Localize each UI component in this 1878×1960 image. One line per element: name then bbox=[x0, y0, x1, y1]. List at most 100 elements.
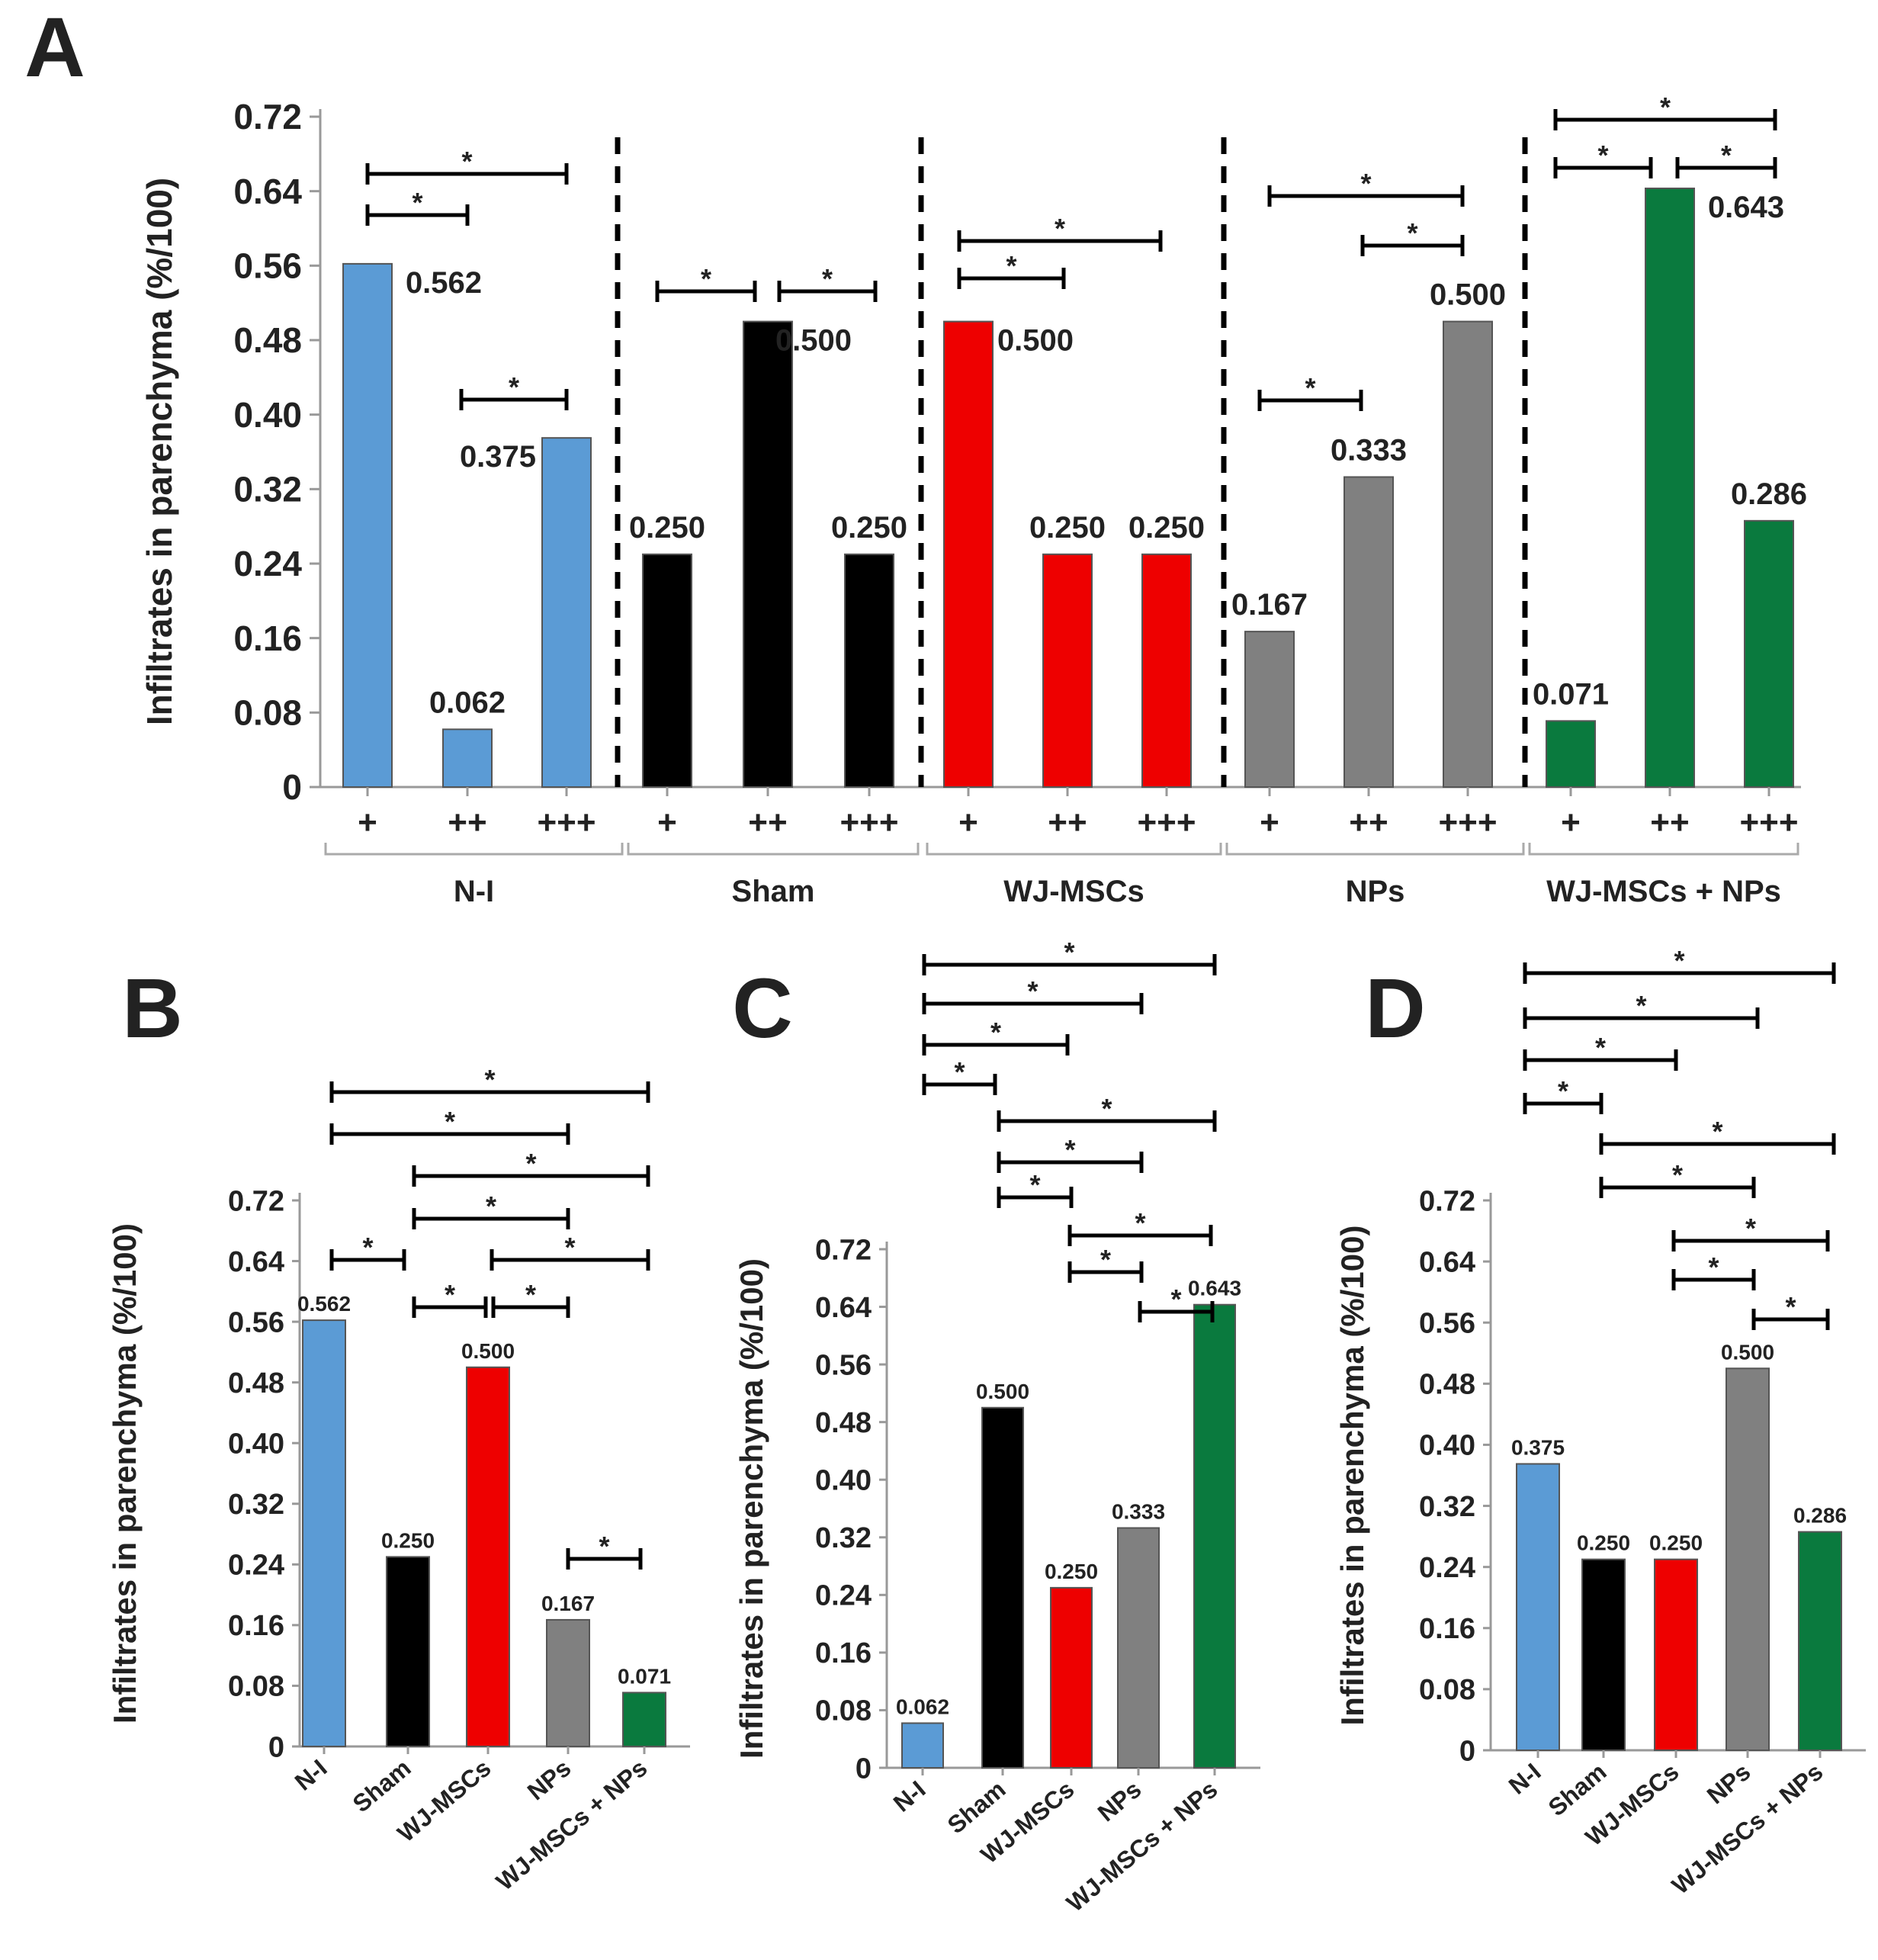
panel-b-bar bbox=[622, 1692, 666, 1748]
panel-b-data-label: 0.167 bbox=[541, 1592, 595, 1615]
panel-d-significance-bar-star: * bbox=[1595, 1032, 1606, 1063]
panel-c-y-tick-label: 0.72 bbox=[815, 1234, 872, 1266]
panel-c-bar bbox=[1117, 1527, 1160, 1769]
panel-b-y-tick-label: 0.72 bbox=[228, 1185, 284, 1217]
panel-a-data-label: 0.333 bbox=[1331, 433, 1407, 467]
panel-d-y-tick-label: 0.72 bbox=[1419, 1185, 1475, 1217]
panel-a-significance-bar-star: * bbox=[509, 371, 519, 403]
panel-a-y-tick-label: 0.72 bbox=[233, 97, 302, 137]
panel-d-y-tick-label: 0.64 bbox=[1419, 1246, 1475, 1278]
panel-a-letter: A bbox=[24, 1, 85, 95]
panel-b-data-label: 0.250 bbox=[381, 1528, 435, 1552]
panel-b-y-label: Infiltrates in parenchyma (%/100) bbox=[107, 1223, 143, 1724]
panel-b-y-tick-label: 0.64 bbox=[228, 1246, 284, 1278]
panel-c-significance-bar-star: * bbox=[1027, 975, 1038, 1007]
panel-c-category-label: NPs bbox=[1093, 1775, 1147, 1827]
panel-a-category-label: + bbox=[1561, 804, 1581, 841]
panel-a-data-label: 0.375 bbox=[460, 440, 536, 474]
panel-a-y-tick-label: 0.48 bbox=[233, 320, 302, 360]
panel-b-significance-bar-star: * bbox=[484, 1064, 495, 1095]
panel-b-significance-bar-star: * bbox=[445, 1279, 455, 1310]
panel-c-category-label: N-I bbox=[888, 1775, 931, 1817]
panel-b-y-tick-label: 0.16 bbox=[228, 1610, 284, 1642]
panel-a-bar bbox=[541, 437, 592, 788]
panel-a-significance-bar-star: * bbox=[1407, 217, 1417, 249]
panel-c-y-tick-label: 0.16 bbox=[815, 1637, 872, 1669]
panel-c-significance-bar-star: * bbox=[1135, 1207, 1145, 1239]
panel-c-y-tick-label: 0.48 bbox=[815, 1407, 872, 1439]
panel-a-y-tick-label: 0.40 bbox=[233, 395, 302, 435]
panel-c-y-tick-label: 0.08 bbox=[815, 1695, 872, 1727]
panel-d-letter: D bbox=[1365, 962, 1425, 1056]
panel-a-group-label: WJ-MSCs bbox=[1003, 875, 1144, 908]
panel-d-data-label: 0.500 bbox=[1721, 1340, 1774, 1364]
panel-b-y-tick-label: 0.32 bbox=[228, 1489, 284, 1521]
panel-a-category-label: +++ bbox=[537, 804, 596, 841]
panel-d-y-tick-label: 0.08 bbox=[1419, 1674, 1475, 1706]
panel-a-data-label: 0.250 bbox=[1029, 511, 1106, 545]
panel-c-significance-bar-star: * bbox=[1170, 1284, 1181, 1315]
panel-b-significance-bar-star: * bbox=[445, 1106, 455, 1137]
panel-d-y-tick-label: 0.56 bbox=[1419, 1308, 1475, 1340]
panel-a-data-label: 0.562 bbox=[406, 266, 482, 300]
panel-c-y-label: Infiltrates in parenchyma (%/100) bbox=[734, 1258, 769, 1759]
panel-a-category-label: +++ bbox=[1137, 804, 1196, 841]
panel-c-bar bbox=[1050, 1586, 1093, 1769]
panel-c-bar bbox=[901, 1722, 944, 1769]
panel-d-data-label: 0.286 bbox=[1793, 1504, 1847, 1528]
panel-b-significance-bar-star: * bbox=[564, 1232, 575, 1263]
panel-b-category-label: NPs bbox=[522, 1754, 576, 1806]
panel-a-category-label: + bbox=[657, 804, 677, 841]
panel-b-bar bbox=[386, 1556, 430, 1748]
panel-d-bar bbox=[1798, 1531, 1842, 1751]
panel-b-y-tick-label: 0.48 bbox=[228, 1367, 284, 1399]
panel-a-bar bbox=[1744, 519, 1794, 788]
panel-d-significance-bar-star: * bbox=[1712, 1116, 1722, 1147]
panel-a-category-label: + bbox=[358, 804, 377, 841]
panel-c-y-tick-label: 0.56 bbox=[815, 1349, 872, 1381]
panel-a-bar bbox=[743, 320, 793, 789]
panel-c-data-label: 0.333 bbox=[1112, 1500, 1165, 1524]
panel-d-data-label: 0.250 bbox=[1577, 1531, 1630, 1555]
panel-a-group-bracket bbox=[627, 843, 920, 856]
panel-a-bar bbox=[642, 553, 692, 789]
panel-c-data-label: 0.250 bbox=[1045, 1560, 1098, 1583]
panel-d-significance-bar-star: * bbox=[1674, 945, 1684, 976]
panel-a-data-label: 0.071 bbox=[1533, 677, 1609, 711]
panel-d-significance-bar-star: * bbox=[1672, 1159, 1683, 1190]
panel-a-group-label: NPs bbox=[1346, 875, 1405, 908]
panel-d-category-label: N-I bbox=[1504, 1758, 1546, 1800]
panel-d-y-tick-label: 0 bbox=[1459, 1735, 1475, 1767]
panel-d-bar bbox=[1581, 1558, 1626, 1752]
panel-a-bar bbox=[943, 320, 994, 789]
panel-d-data-label: 0.375 bbox=[1511, 1435, 1565, 1459]
panel-a-significance-bar-star: * bbox=[461, 146, 472, 177]
panel-b-significance-bar-star: * bbox=[362, 1232, 373, 1263]
panel-c-significance-bar-star: * bbox=[1064, 1134, 1075, 1165]
panel-c-bar bbox=[981, 1406, 1024, 1769]
panel-d-y-tick-label: 0.40 bbox=[1419, 1430, 1475, 1462]
panel-d-bar bbox=[1654, 1558, 1698, 1752]
panel-a-group-bracket bbox=[926, 843, 1222, 856]
panel-a-bar bbox=[342, 262, 393, 788]
panel-b-y-tick-label: 0 bbox=[268, 1731, 284, 1763]
panel-d-significance-bar-star: * bbox=[1708, 1252, 1719, 1283]
panel-a-group-label: Sham bbox=[732, 875, 815, 908]
panel-c-significance-bar-star: * bbox=[1064, 937, 1074, 968]
panel-a-y-tick-label: 0.32 bbox=[233, 469, 302, 509]
panel-b-data-label: 0.500 bbox=[461, 1339, 515, 1363]
panel-b-significance-bar-star: * bbox=[525, 1279, 536, 1310]
panel-c-significance-bar-star: * bbox=[1100, 1244, 1111, 1275]
panel-a-group-bracket bbox=[1528, 843, 1799, 856]
panel-d-bar bbox=[1726, 1367, 1770, 1751]
panel-c-y-tick-label: 0.64 bbox=[815, 1292, 872, 1324]
panel-a-significance-bar-star: * bbox=[1305, 372, 1315, 403]
panel-a-data-label: 0.500 bbox=[775, 324, 852, 358]
panel-b-y-tick-label: 0.40 bbox=[228, 1428, 284, 1460]
panel-a-group-label: N-I bbox=[454, 875, 494, 908]
panel-b-significance-bar-star: * bbox=[486, 1190, 496, 1222]
panel-a-bar bbox=[1141, 553, 1192, 789]
panel-a-group-label: WJ-MSCs + NPs bbox=[1546, 875, 1781, 908]
panel-a-y-tick-label: 0.64 bbox=[233, 172, 302, 211]
